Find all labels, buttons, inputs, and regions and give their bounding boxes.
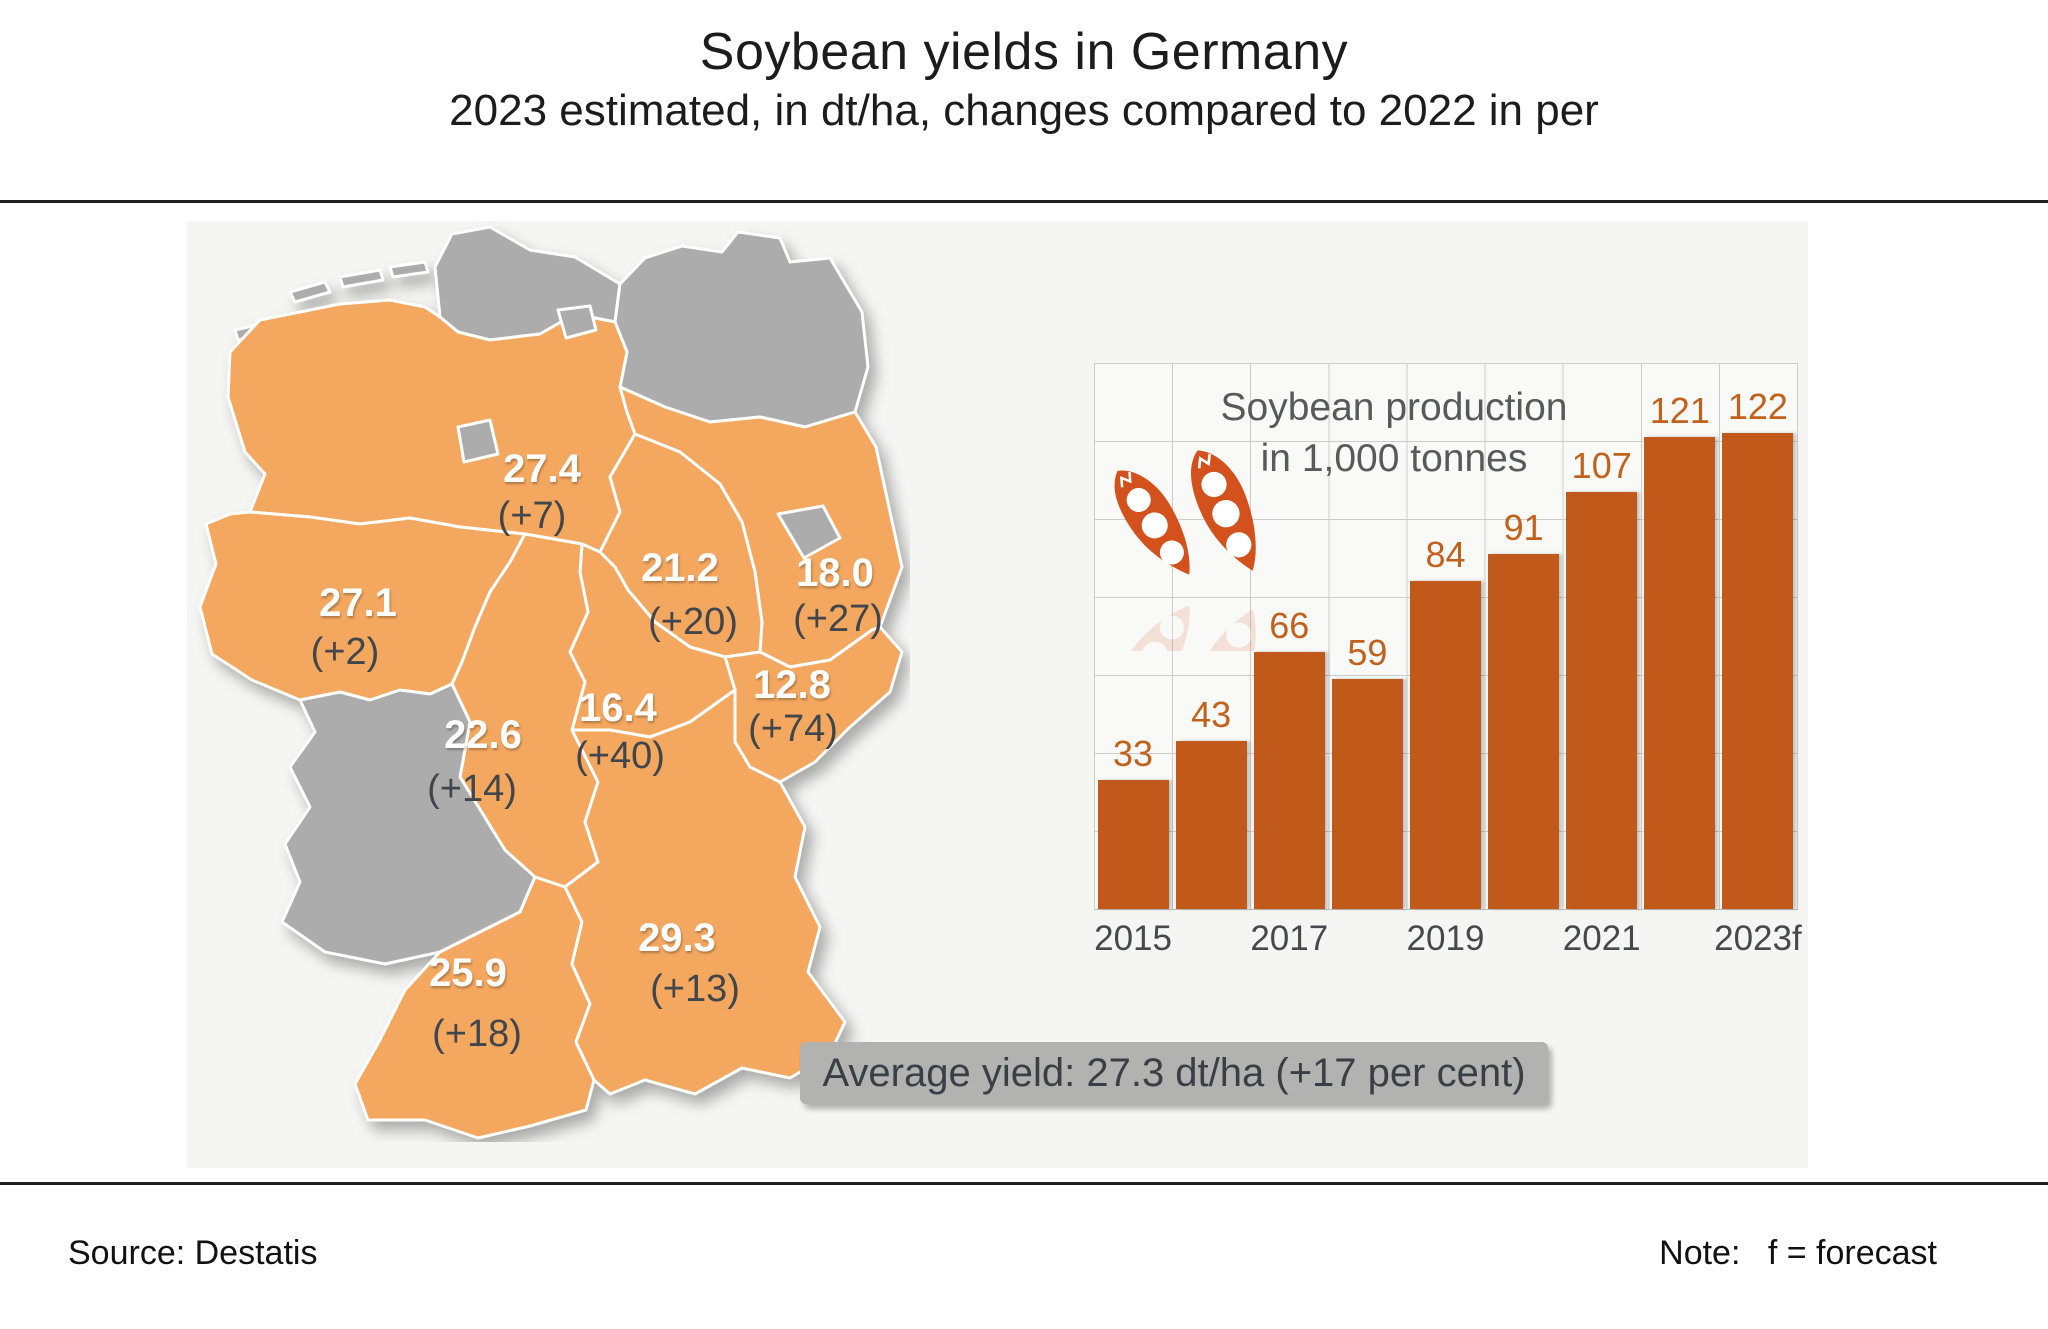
state-mecklenburg-vorpommern <box>613 230 870 429</box>
bar-column-2021: 107 2021 <box>1563 363 1641 958</box>
note-value: f = forecast <box>1767 1234 1937 1272</box>
average-yield-badge: Average yield: 27.3 dt/ha (+17 per cent) <box>800 1042 1548 1104</box>
yield-value-thuringia: 16.4 <box>579 686 658 730</box>
yield-change-hesse: (+14) <box>427 768 517 810</box>
bar-columns: 33 2015 43 66 2017 59 84 2019 91 107 2021 121 122 202… <box>1094 363 1802 958</box>
bar-value-label: 43 <box>1191 694 1232 736</box>
chart-title-line1: Soybean production <box>1220 386 1568 429</box>
bar-column-2016: 43 <box>1172 363 1250 909</box>
yield-change-lower-saxony: (+7) <box>498 495 567 537</box>
state-berlin <box>776 504 842 560</box>
soybean-pods-icon <box>1097 450 1279 651</box>
x-axis-tick-label: 2021 <box>1562 919 1641 958</box>
yield-value-hesse: 22.6 <box>444 713 522 757</box>
yield-change-thuringia: (+40) <box>575 735 665 777</box>
state-rhineland-palatinate-saarland <box>280 682 537 966</box>
bar-column-2022: 121 <box>1641 363 1719 909</box>
x-axis-tick-label: 2019 <box>1406 919 1485 958</box>
page-title: Soybean yields in Germany <box>699 23 1349 81</box>
page-subtitle: 2023 estimated, in dt/ha, changes compar… <box>449 86 1599 135</box>
x-axis-tick-label: 2017 <box>1250 919 1329 958</box>
note-label: Note: <box>1659 1234 1741 1272</box>
bar <box>1175 741 1247 909</box>
bar <box>1409 581 1482 909</box>
yield-value-saxony-anhalt: 21.2 <box>641 546 719 590</box>
yield-value-saxony: 12.8 <box>753 663 831 707</box>
bar-value-label: 59 <box>1347 631 1388 673</box>
source-text: Source: Destatis <box>68 1234 318 1272</box>
bar <box>1566 491 1638 909</box>
bar <box>1253 651 1325 909</box>
state-bremen <box>456 418 500 464</box>
yield-value-bavaria: 29.3 <box>638 916 716 960</box>
bottom-divider <box>0 1182 2048 1185</box>
bar <box>1331 678 1403 909</box>
bar-value-label: 107 <box>1571 444 1632 486</box>
bar <box>1097 780 1169 909</box>
bar-column-2023f: 122 2023f <box>1714 363 1802 958</box>
chart-title-line2: in 1,000 tonnes <box>1260 436 1528 480</box>
yield-value-baden-wuerttemberg: 25.9 <box>429 951 507 995</box>
bar-column-2020: 91 <box>1485 363 1563 909</box>
bar <box>1488 554 1560 909</box>
bar <box>1722 433 1794 909</box>
x-axis-tick-label: 2015 <box>1094 919 1172 958</box>
bar-value-label: 121 <box>1649 390 1710 432</box>
top-divider <box>0 200 2048 203</box>
yield-change-saxony: (+74) <box>748 708 838 750</box>
bar-value-label: 84 <box>1425 534 1466 576</box>
x-axis-tick-label: 2023f <box>1714 919 1802 958</box>
yield-change-brandenburg: (+27) <box>793 598 883 640</box>
bar <box>1644 437 1716 909</box>
yield-change-baden-wuerttemberg: (+18) <box>432 1013 522 1055</box>
bar-column-2019: 84 2019 <box>1406 363 1485 958</box>
yield-value-brandenburg: 18.0 <box>796 551 874 595</box>
germany-map: 27.4 (+7) 27.1 (+2) 21.2 (+20) 18.0 (+27… <box>198 225 904 1140</box>
bar-value-label: 122 <box>1727 386 1788 428</box>
yield-change-saxony-anhalt: (+20) <box>648 601 738 643</box>
state-bavaria <box>563 688 847 1096</box>
yield-change-bavaria: (+13) <box>650 968 740 1010</box>
yield-change-nrw: (+2) <box>311 631 380 673</box>
bar-column-2015: 33 2015 <box>1094 363 1172 958</box>
map-region-labels: 27.4 (+7) 27.1 (+2) 21.2 (+20) 18.0 (+27… <box>311 447 883 1055</box>
bar-column-2017: 66 2017 <box>1250 363 1328 958</box>
state-hamburg <box>556 304 598 340</box>
note-text: Note: f = forecast <box>1659 1234 1937 1273</box>
chart-title: Soybean production in 1,000 tonnes <box>1139 383 1649 484</box>
bar-value-label: 33 <box>1113 733 1154 775</box>
bar-value-label: 91 <box>1503 507 1544 549</box>
bar-value-label: 66 <box>1269 604 1310 646</box>
bar-column-2018: 59 <box>1328 363 1406 909</box>
production-bar-chart: Soybean production in 1,000 tonnes 33 201… <box>1094 363 1802 958</box>
yield-value-lower-saxony: 27.4 <box>503 447 582 491</box>
yield-value-nrw: 27.1 <box>319 581 397 625</box>
